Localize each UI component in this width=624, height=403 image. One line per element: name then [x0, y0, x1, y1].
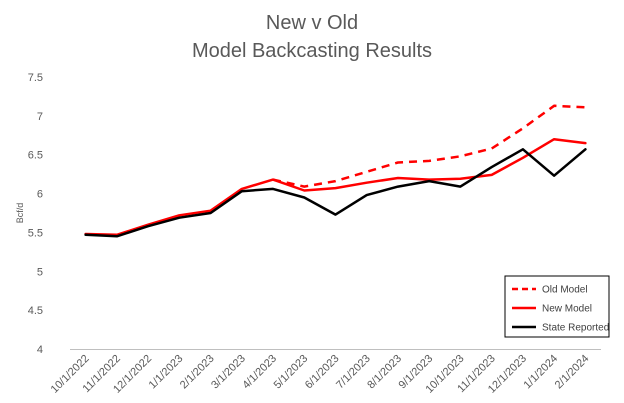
- data-point-s0-14: [521, 126, 525, 130]
- legend-label-2: State Reported: [542, 323, 609, 334]
- data-point-s0-10: [396, 160, 400, 164]
- series-line-0: [272, 104, 586, 188]
- data-point-s2-4: [209, 211, 213, 215]
- x-tick-label-16: 2/1/2024: [553, 353, 592, 392]
- y-tick-label-0: 4: [37, 344, 43, 356]
- data-point-s0-9: [365, 170, 369, 174]
- chart-title-line-2: Model Backcasting Results: [191, 40, 433, 62]
- data-point-s2-13: [490, 165, 494, 169]
- y-tick-label-7: 7.5: [28, 72, 43, 84]
- data-point-s1-13: [490, 173, 494, 177]
- data-point-s2-6: [271, 187, 275, 191]
- data-point-s2-2: [146, 224, 150, 228]
- chart-title-line-1: New v Old: [265, 12, 359, 34]
- y-tick-label-6: 7: [37, 111, 43, 123]
- data-point-s0-15: [552, 104, 556, 108]
- y-axis-label: Bcf/d: [15, 203, 25, 224]
- data-point-s1-8: [334, 186, 338, 190]
- data-point-s2-15: [552, 174, 556, 178]
- data-point-s1-12: [458, 177, 462, 181]
- data-point-s0-11: [427, 159, 431, 163]
- data-point-s0-16: [583, 105, 587, 109]
- data-point-s2-5: [240, 189, 244, 193]
- data-point-s1-7: [302, 188, 306, 192]
- series-line-2: [84, 148, 587, 238]
- data-point-s2-9: [365, 193, 369, 197]
- legend-label-1: New Model: [542, 304, 592, 315]
- y-tick-label-1: 4.5: [28, 305, 43, 317]
- data-point-s1-6: [271, 178, 275, 182]
- data-point-s2-12: [458, 185, 462, 189]
- y-tick-label-4: 6: [37, 189, 43, 201]
- data-point-s0-7: [302, 185, 306, 189]
- data-point-s2-16: [583, 147, 587, 151]
- data-point-s2-7: [302, 195, 306, 199]
- data-point-s2-1: [115, 234, 119, 238]
- data-point-s2-10: [396, 185, 400, 189]
- data-point-s2-8: [334, 213, 338, 217]
- series-line-1: [84, 137, 587, 237]
- y-tick-label-2: 5: [37, 266, 43, 278]
- data-point-s1-10: [396, 176, 400, 180]
- data-point-s0-12: [458, 154, 462, 158]
- data-point-s2-3: [177, 216, 181, 220]
- data-point-s2-14: [521, 147, 525, 151]
- data-point-s1-9: [365, 181, 369, 185]
- data-point-s2-0: [84, 233, 88, 237]
- y-tick-label-3: 5.5: [28, 227, 43, 239]
- data-point-s0-13: [490, 146, 494, 150]
- data-point-s2-11: [427, 179, 431, 183]
- data-point-s0-8: [334, 179, 338, 183]
- data-point-s1-14: [521, 156, 525, 160]
- legend-label-0: Old Model: [542, 285, 588, 296]
- y-tick-label-5: 6.5: [28, 150, 43, 162]
- data-point-s1-15: [552, 137, 556, 141]
- data-point-s1-16: [583, 141, 587, 145]
